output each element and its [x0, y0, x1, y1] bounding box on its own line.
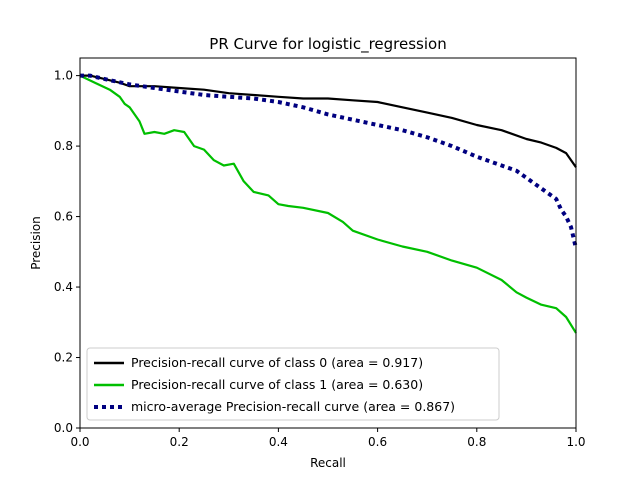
legend-label-class-1: Precision-recall curve of class 1 (area … [131, 377, 423, 392]
legend: Precision-recall curve of class 0 (area … [86, 347, 500, 421]
legend-label-class-0: Precision-recall curve of class 0 (area … [131, 355, 423, 370]
y-tick-label-5: 1.0 [54, 69, 73, 83]
plot-frame [79, 57, 577, 429]
axis-ticks: 0.0 0.2 0.4 0.6 0.8 1.0 0.0 0.2 0.4 0.6 0.8 1.0 [54, 69, 586, 449]
x-tick-label-4: 0.8 [467, 435, 486, 449]
legend-box [86, 347, 500, 421]
x-tick-label-1: 0.2 [170, 435, 189, 449]
chart-title: PR Curve for logistic_regression [209, 35, 446, 54]
y-tick-label-2: 0.4 [54, 280, 73, 294]
series-layer [79, 73, 578, 334]
series-line-1 [79, 74, 577, 334]
x-tick-label-0: 0.0 [70, 435, 89, 449]
y-tick-label-0: 0.0 [54, 421, 73, 435]
x-tick-label-2: 0.4 [269, 435, 288, 449]
y-axis-label: Precision [29, 216, 43, 270]
series-line-2 [80, 73, 578, 249]
x-tick-label-3: 0.6 [368, 435, 387, 449]
y-tick-label-1: 0.2 [54, 351, 73, 365]
x-axis-label: Recall [310, 456, 346, 470]
y-tick-label-3: 0.6 [54, 210, 73, 224]
y-tick-label-4: 0.8 [54, 139, 73, 153]
x-tick-label-5: 1.0 [566, 435, 585, 449]
legend-label-micro-average: micro-average Precision-recall curve (ar… [131, 399, 455, 414]
